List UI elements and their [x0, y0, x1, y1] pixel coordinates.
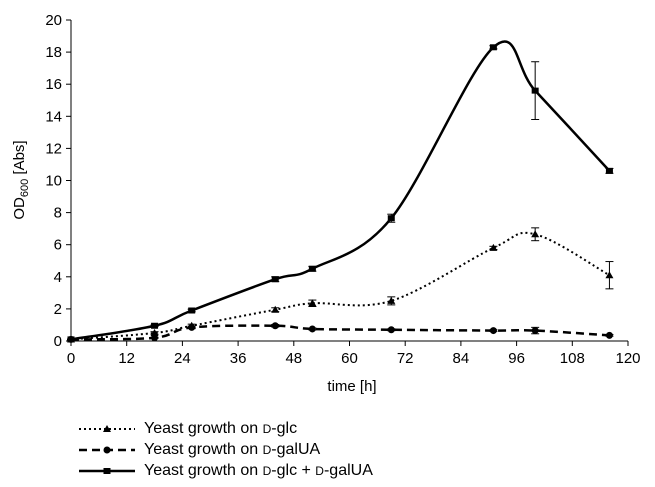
legend-label-part: -glc — [271, 461, 298, 479]
x-axis-title: time [h] — [327, 378, 376, 395]
series-line — [70, 324, 610, 341]
legend-marker — [103, 467, 111, 474]
legend-label-part: -galUA — [271, 440, 321, 458]
legend-label: Yeast growth on D-galUA — [144, 441, 320, 459]
legend-item: Yeast growth on D-galUA — [78, 439, 373, 460]
data-point — [151, 334, 159, 342]
series-line — [70, 40, 611, 341]
data-point — [308, 325, 316, 333]
legend: Yeast growth on D-glc Yeast growth on D-g… — [78, 418, 373, 481]
data-point — [489, 44, 497, 51]
x-tick-label: 96 — [508, 350, 525, 367]
x-tick-label: 60 — [341, 350, 358, 367]
y-tick-label: 8 — [54, 205, 62, 222]
legend-item: Yeast growth on D-glc — [78, 418, 373, 439]
legend-item: Yeast growth on D-glc + D-galUA — [78, 460, 373, 481]
legend-label-part: Yeast growth on — [144, 419, 263, 437]
data-point — [271, 322, 279, 330]
x-tick-label: 36 — [230, 350, 247, 367]
data-point — [308, 299, 317, 307]
data-point — [605, 167, 613, 174]
legend-swatch — [79, 446, 135, 453]
legend-label-part: + — [297, 461, 316, 479]
data-point — [271, 276, 279, 283]
legend-label-part: -glc — [271, 419, 298, 437]
x-tick-label: 120 — [615, 350, 640, 367]
legend-swatch — [79, 424, 135, 432]
y-tick-label: 4 — [54, 269, 62, 286]
data-point — [151, 322, 159, 329]
data-point — [605, 271, 614, 279]
data-point — [387, 296, 396, 304]
series-2 — [67, 322, 614, 343]
y-tick-label: 18 — [45, 44, 62, 61]
series-line — [70, 231, 610, 341]
data-point — [531, 87, 539, 94]
legend-label-part: D — [315, 463, 324, 478]
x-tick-label: 84 — [453, 350, 470, 367]
data-point — [150, 328, 159, 336]
x-tick-label: 24 — [174, 350, 191, 367]
x-tick-label: 0 — [67, 350, 75, 367]
series-1 — [67, 227, 614, 343]
y-tick-label: 10 — [45, 173, 62, 190]
legend-label-part: D — [262, 463, 272, 478]
data-point — [605, 331, 613, 339]
y-tick-label: 20 — [45, 12, 62, 29]
x-tick-label: 72 — [397, 350, 414, 367]
data-point — [387, 215, 395, 222]
legend-label-part: Yeast growth on — [144, 440, 263, 458]
legend-label-part: -galUA — [323, 461, 373, 479]
data-point — [188, 323, 196, 331]
y-tick-label: 6 — [54, 237, 62, 254]
legend-label: Yeast growth on D-glc + D-galUA — [144, 462, 373, 480]
y-tick-label: 16 — [45, 76, 62, 93]
x-tick-label: 108 — [560, 350, 585, 367]
legend-label-part: D — [262, 442, 272, 457]
data-point — [67, 336, 75, 343]
x-tick-label: 48 — [285, 350, 302, 367]
y-tick-label: 12 — [45, 140, 62, 157]
data-point — [489, 243, 498, 251]
data-point — [271, 305, 280, 313]
legend-marker — [103, 446, 111, 453]
data-point — [387, 326, 395, 334]
data-point — [188, 307, 196, 314]
data-point — [531, 230, 540, 238]
legend-label-part: D — [262, 421, 272, 436]
plot-lines — [67, 40, 614, 343]
legend-marker — [103, 424, 111, 432]
legend-swatch — [79, 467, 135, 474]
legend-label-part: Yeast growth on — [144, 461, 263, 479]
data-point — [489, 327, 497, 335]
legend-label: Yeast growth on D-glc — [144, 420, 297, 438]
y-axis-title: OD600 [Abs] — [11, 140, 31, 219]
x-tick-label: 12 — [118, 350, 135, 367]
data-point — [531, 327, 539, 335]
data-point — [308, 265, 316, 272]
y-tick-label: 0 — [54, 333, 62, 350]
y-tick-label: 2 — [54, 301, 62, 318]
y-tick-label: 14 — [45, 108, 62, 125]
series-3 — [67, 40, 614, 343]
